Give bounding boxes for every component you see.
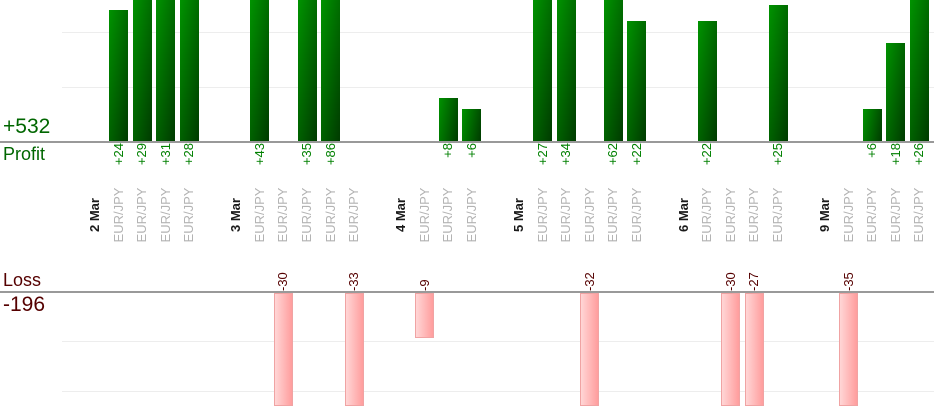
profit-bar xyxy=(556,0,576,142)
profit-bar xyxy=(768,4,788,142)
loss-value-label: -9 xyxy=(416,279,432,291)
profit-bar xyxy=(438,98,458,142)
date-label: 6 Mar xyxy=(675,198,691,232)
symbol-label: EUR/JPY xyxy=(581,187,597,243)
profit-value-label: +31 xyxy=(157,143,173,166)
loss-axis-line xyxy=(0,291,934,293)
symbol-label: EUR/JPY xyxy=(181,187,197,243)
symbol-label: EUR/JPY xyxy=(699,187,715,243)
profit-bar xyxy=(909,0,929,142)
date-label: 3 Mar xyxy=(228,198,244,232)
profit-bar xyxy=(156,0,176,142)
profit-total: +532 xyxy=(3,115,51,138)
profit-value-label: +25 xyxy=(770,143,785,166)
profit-value-label: +6 xyxy=(463,143,479,158)
profit-value-label: +6 xyxy=(864,143,880,158)
profit-value-label: +86 xyxy=(322,143,338,166)
profit-value-label: +28 xyxy=(181,143,197,166)
symbol-label: EUR/JPY xyxy=(746,187,762,243)
symbol-label: EUR/JPY xyxy=(887,187,903,243)
profit-value-label: +62 xyxy=(605,143,621,166)
loss-value-label: -35 xyxy=(840,272,856,291)
profit-axis-line xyxy=(0,141,934,143)
date-label: 4 Mar xyxy=(393,198,409,232)
date-label: 5 Mar xyxy=(510,198,526,232)
profit-value-label: +34 xyxy=(558,143,573,166)
profit-bar xyxy=(862,109,882,142)
loss-bar xyxy=(839,293,859,406)
gridline xyxy=(62,391,934,392)
profit-bar xyxy=(179,0,199,142)
profit-bar xyxy=(627,21,647,142)
profit-value-label: +29 xyxy=(134,143,150,166)
loss-bar xyxy=(344,293,364,406)
gridline xyxy=(62,32,934,33)
profit-value-label: +43 xyxy=(251,143,267,166)
gridline xyxy=(62,87,934,88)
profit-axis-label: Profit xyxy=(3,144,46,164)
profit-bar xyxy=(250,0,270,142)
profit-bar xyxy=(603,0,623,142)
loss-value-label: -33 xyxy=(346,272,362,291)
profit-bar xyxy=(321,0,340,142)
symbol-label: EUR/JPY xyxy=(463,187,479,243)
loss-axis-label: Loss xyxy=(3,270,42,290)
symbol-label: EUR/JPY xyxy=(275,187,291,243)
symbol-label: EUR/JPY xyxy=(157,187,173,243)
profit-bar xyxy=(132,0,152,142)
symbol-label: EUR/JPY xyxy=(440,187,456,243)
symbol-label: EUR/JPY xyxy=(864,187,880,243)
loss-bar xyxy=(744,293,764,406)
symbol-label: EUR/JPY xyxy=(628,187,644,243)
symbol-label: EUR/JPY xyxy=(840,187,856,243)
profit-value-label: +27 xyxy=(534,143,550,166)
profit-value-label: +22 xyxy=(628,143,644,166)
symbol-label: EUR/JPY xyxy=(534,187,550,243)
loss-bar xyxy=(580,293,599,406)
loss-value-label: -30 xyxy=(275,272,291,291)
symbol-label: EUR/JPY xyxy=(416,187,432,243)
profit-bar xyxy=(297,0,317,142)
loss-total: -196 xyxy=(3,293,46,316)
loss-bar xyxy=(721,293,741,406)
loss-bar xyxy=(415,293,435,338)
symbol-label: EUR/JPY xyxy=(299,187,314,243)
profit-value-label: +26 xyxy=(911,143,927,166)
profit-bar xyxy=(109,10,128,142)
profit-value-label: +18 xyxy=(887,143,903,166)
symbol-label: EUR/JPY xyxy=(911,187,927,243)
profit-bar xyxy=(697,21,717,142)
date-label: 2 Mar xyxy=(87,198,102,232)
profit-value-label: +8 xyxy=(440,143,456,158)
symbol-label: EUR/JPY xyxy=(605,187,621,243)
profit-bar xyxy=(886,43,906,142)
profit-value-label: +24 xyxy=(110,143,126,166)
profit-value-label: +22 xyxy=(699,143,715,166)
profit-bar xyxy=(462,109,482,142)
gridline xyxy=(62,341,934,342)
symbol-label: EUR/JPY xyxy=(770,187,785,243)
loss-value-label: -27 xyxy=(746,272,762,291)
loss-bar xyxy=(273,293,293,406)
symbol-label: EUR/JPY xyxy=(251,187,267,243)
profit-value-label: +35 xyxy=(299,143,314,166)
loss-value-label: -32 xyxy=(581,272,597,291)
symbol-label: EUR/JPY xyxy=(322,187,338,243)
symbol-label: EUR/JPY xyxy=(722,187,738,243)
profit-bar xyxy=(533,0,552,142)
symbol-label: EUR/JPY xyxy=(134,187,150,243)
date-label: 9 Mar xyxy=(817,198,833,232)
symbol-label: EUR/JPY xyxy=(110,187,126,243)
loss-value-label: -30 xyxy=(722,272,738,291)
symbol-label: EUR/JPY xyxy=(558,187,573,243)
symbol-label: EUR/JPY xyxy=(346,187,362,243)
